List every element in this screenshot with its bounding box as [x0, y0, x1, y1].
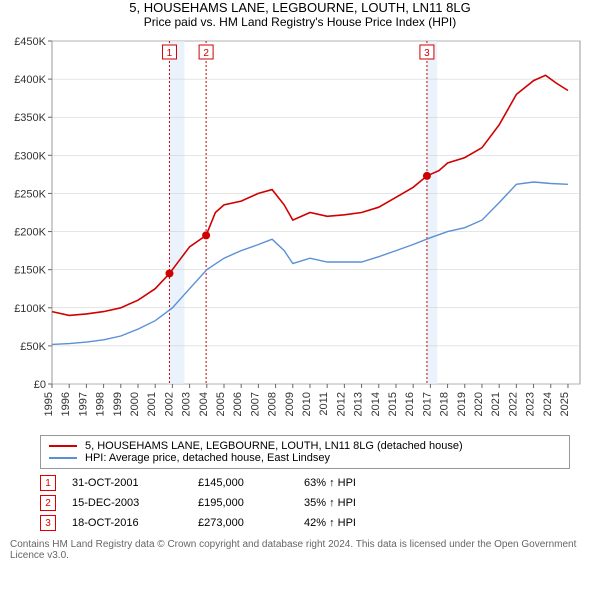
event-pct: 63% ↑ HPI — [304, 477, 394, 489]
svg-text:3: 3 — [424, 48, 430, 59]
svg-text:1997: 1997 — [77, 392, 89, 416]
legend-item: HPI: Average price, detached house, East… — [49, 452, 561, 464]
svg-text:£250K: £250K — [14, 188, 46, 200]
event-price: £195,000 — [198, 497, 288, 509]
svg-text:2010: 2010 — [301, 392, 313, 416]
legend-label: HPI: Average price, detached house, East… — [85, 452, 330, 464]
event-date: 15-DEC-2003 — [72, 497, 182, 509]
svg-text:2004: 2004 — [198, 392, 210, 416]
svg-text:2024: 2024 — [542, 392, 554, 416]
svg-text:£50K: £50K — [20, 341, 46, 353]
event-price: £145,000 — [198, 477, 288, 489]
legend-label: 5, HOUSEHAMS LANE, LEGBOURNE, LOUTH, LN1… — [85, 440, 463, 452]
svg-text:2003: 2003 — [181, 392, 193, 416]
event-date: 31-OCT-2001 — [72, 477, 182, 489]
events-table: 1 31-OCT-2001 £145,000 63% ↑ HPI 2 15-DEC-200… — [40, 475, 570, 531]
event-badge: 1 — [40, 475, 56, 491]
svg-text:2018: 2018 — [439, 392, 451, 416]
svg-text:2016: 2016 — [404, 392, 416, 416]
svg-text:£0: £0 — [34, 379, 46, 391]
svg-text:2023: 2023 — [525, 392, 537, 416]
svg-text:2005: 2005 — [215, 392, 227, 416]
event-row: 1 31-OCT-2001 £145,000 63% ↑ HPI — [40, 475, 570, 491]
legend-swatch — [49, 445, 77, 447]
svg-text:2022: 2022 — [507, 392, 519, 416]
svg-text:2009: 2009 — [284, 392, 296, 416]
svg-text:2021: 2021 — [490, 392, 502, 416]
event-row: 2 15-DEC-2003 £195,000 35% ↑ HPI — [40, 495, 570, 511]
svg-text:1999: 1999 — [112, 392, 124, 416]
svg-text:£100K: £100K — [14, 303, 46, 315]
svg-text:2020: 2020 — [473, 392, 485, 416]
svg-text:£200K: £200K — [14, 227, 46, 239]
event-price: £273,000 — [198, 517, 288, 529]
event-pct: 42% ↑ HPI — [304, 517, 394, 529]
svg-text:2002: 2002 — [163, 392, 175, 416]
svg-text:2011: 2011 — [318, 392, 330, 416]
chart-title: 5, HOUSEHAMS LANE, LEGBOURNE, LOUTH, LN1… — [0, 0, 600, 15]
svg-text:2013: 2013 — [353, 392, 365, 416]
line-chart: £0 £50K £100K £150K £200K £250K £300K £350K £400… — [0, 29, 600, 424]
chart-container: 5, HOUSEHAMS LANE, LEGBOURNE, LOUTH, LN1… — [0, 0, 600, 590]
svg-text:2014: 2014 — [370, 392, 382, 416]
svg-text:2012: 2012 — [335, 392, 347, 416]
event-badge: 3 — [40, 515, 56, 531]
chart-subtitle: Price paid vs. HM Land Registry's House … — [0, 15, 600, 29]
svg-text:2019: 2019 — [456, 392, 468, 416]
event-pct: 35% ↑ HPI — [304, 497, 394, 509]
svg-text:£400K: £400K — [14, 74, 46, 86]
event-badge: 2 — [40, 495, 56, 511]
svg-text:2017: 2017 — [421, 392, 433, 416]
svg-text:£450K: £450K — [14, 36, 46, 48]
svg-text:2008: 2008 — [267, 392, 279, 416]
svg-text:2015: 2015 — [387, 392, 399, 416]
svg-text:2: 2 — [203, 48, 209, 59]
legend: 5, HOUSEHAMS LANE, LEGBOURNE, LOUTH, LN1… — [40, 435, 570, 469]
svg-text:2007: 2007 — [249, 392, 261, 416]
svg-text:£150K: £150K — [14, 265, 46, 277]
svg-text:1995: 1995 — [43, 392, 55, 416]
svg-text:1996: 1996 — [60, 392, 72, 416]
legend-item: 5, HOUSEHAMS LANE, LEGBOURNE, LOUTH, LN1… — [49, 440, 561, 452]
svg-text:2006: 2006 — [232, 392, 244, 416]
svg-text:2000: 2000 — [129, 392, 141, 416]
event-date: 18-OCT-2016 — [72, 517, 182, 529]
svg-text:£350K: £350K — [14, 112, 46, 124]
event-row: 3 18-OCT-2016 £273,000 42% ↑ HPI — [40, 515, 570, 531]
svg-text:£300K: £300K — [14, 150, 46, 162]
svg-text:1: 1 — [167, 48, 173, 59]
legend-swatch — [49, 457, 77, 459]
credits: Contains HM Land Registry data © Crown c… — [0, 535, 600, 565]
svg-text:2025: 2025 — [559, 392, 571, 416]
svg-text:2001: 2001 — [146, 392, 158, 416]
svg-text:1998: 1998 — [95, 392, 107, 416]
